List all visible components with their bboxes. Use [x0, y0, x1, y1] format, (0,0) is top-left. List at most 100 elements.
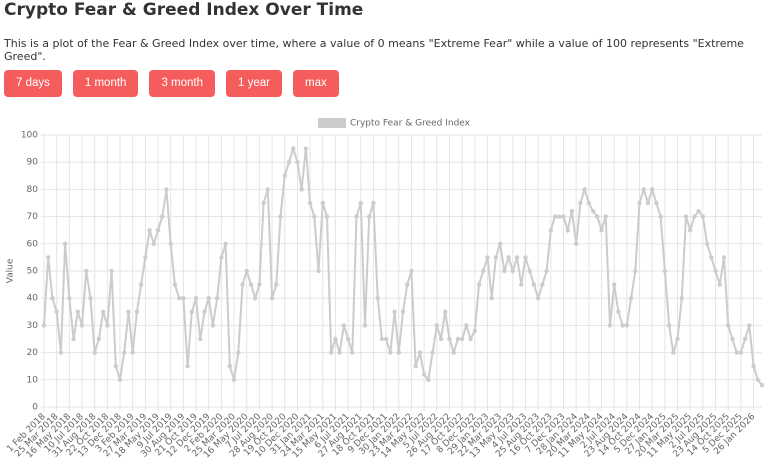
range-button[interactable]: max [292, 70, 339, 97]
data-point [333, 336, 338, 342]
data-point [303, 146, 309, 151]
data-point [459, 336, 465, 342]
data-point [523, 255, 528, 260]
data-point [590, 208, 596, 214]
data-point [358, 200, 363, 206]
data-point [527, 268, 532, 274]
y-tick-label: 20 [27, 348, 39, 358]
data-point [747, 323, 752, 328]
range-button[interactable]: 1 year [226, 70, 282, 97]
data-point [176, 296, 182, 301]
data-point [726, 323, 731, 328]
data-point [67, 296, 72, 301]
data-point [409, 268, 414, 274]
data-point [113, 364, 119, 369]
data-point [54, 309, 59, 314]
data-point [122, 350, 127, 355]
data-point [633, 268, 638, 274]
data-point [654, 200, 659, 206]
data-point [624, 323, 630, 328]
data-point [316, 268, 321, 274]
y-axis-label: Value [6, 258, 16, 283]
data-point [109, 268, 114, 274]
data-point [350, 350, 355, 355]
data-point [582, 187, 587, 192]
data-point [405, 282, 410, 287]
data-point [607, 323, 613, 328]
data-point [151, 241, 157, 246]
data-point [383, 336, 389, 342]
data-point [75, 309, 80, 314]
data-point [734, 350, 739, 355]
data-point [472, 328, 477, 334]
data-point [557, 214, 562, 219]
range-button[interactable]: 3 month [149, 70, 216, 97]
data-point [278, 214, 283, 219]
data-point [519, 282, 524, 287]
data-point [223, 241, 228, 246]
data-point [244, 268, 249, 274]
data-point [84, 268, 89, 274]
data-point [312, 214, 317, 219]
data-point [396, 350, 401, 355]
legend-label: Crypto Fear & Greed Index [350, 119, 471, 129]
data-point [299, 187, 304, 192]
data-point [375, 296, 380, 301]
data-point [320, 200, 325, 206]
data-point [329, 350, 334, 355]
data-point [341, 323, 347, 328]
data-point [147, 228, 152, 233]
data-point [569, 208, 575, 214]
data-point [506, 255, 511, 260]
data-point [565, 228, 570, 233]
data-point [497, 241, 503, 246]
data-point [485, 255, 490, 260]
legend-swatch [318, 118, 346, 128]
data-point [282, 173, 287, 178]
y-tick-label: 30 [27, 321, 39, 331]
data-point [400, 309, 406, 314]
data-point [717, 282, 722, 287]
y-tick-label: 10 [27, 375, 39, 385]
data-point [236, 350, 241, 355]
data-point [198, 336, 203, 342]
y-tick-label: 40 [27, 294, 39, 304]
data-point [164, 187, 169, 192]
data-point [658, 214, 663, 219]
data-point [354, 214, 359, 219]
data-point [130, 350, 135, 355]
data-point [510, 268, 516, 274]
data-point [586, 200, 592, 206]
data-point [493, 255, 499, 260]
data-point [704, 241, 710, 246]
range-button[interactable]: 1 month [72, 70, 139, 97]
data-point [620, 323, 625, 328]
data-point [337, 350, 342, 355]
data-point [692, 214, 697, 219]
data-point [413, 364, 418, 369]
data-point [595, 214, 600, 219]
data-point [721, 255, 727, 260]
data-point [160, 214, 165, 219]
data-point [455, 336, 461, 342]
data-point [611, 282, 617, 287]
data-point [388, 350, 393, 355]
range-button[interactable]: 7 days [4, 70, 62, 97]
data-point [265, 187, 271, 192]
data-point [189, 309, 195, 314]
data-point [531, 282, 537, 287]
data-point [713, 268, 718, 274]
data-point [257, 282, 262, 287]
data-point [290, 146, 296, 151]
data-point [172, 282, 178, 287]
data-point [573, 241, 579, 246]
data-point [514, 255, 520, 260]
data-point [345, 336, 351, 342]
data-point [379, 336, 385, 342]
data-point [392, 309, 397, 314]
data-point [362, 323, 368, 328]
data-point [168, 241, 173, 246]
data-point [502, 268, 507, 274]
